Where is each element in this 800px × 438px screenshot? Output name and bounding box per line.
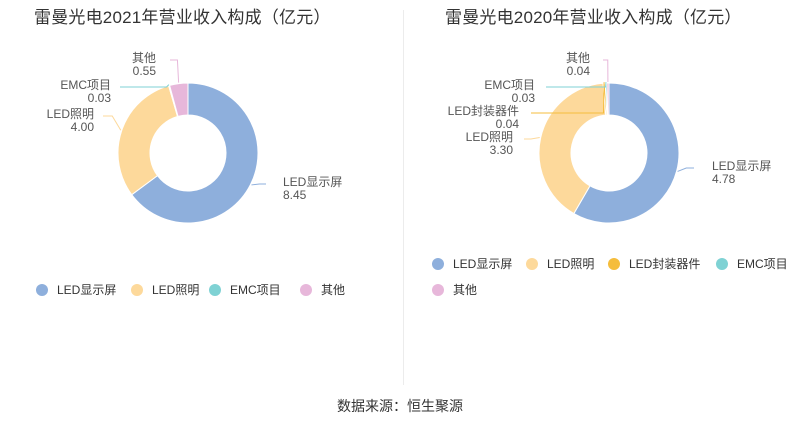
slice-label-1-0: LED显示屏 (712, 159, 771, 173)
legend-marker-1-4 (432, 284, 444, 296)
slice-label-1-1: LED照明 (466, 130, 513, 144)
slice-label-0-0: LED显示屏 (283, 175, 342, 189)
legend-marker-0-3 (300, 284, 312, 296)
slice-label-0-3: 其他 (132, 51, 156, 65)
leader-line-1-1 (524, 136, 540, 140)
slice-value-1-4: 0.04 (567, 64, 591, 78)
legend-marker-1-1 (526, 258, 538, 270)
legend-item-0-3[interactable]: 其他 (300, 283, 345, 297)
leader-line-0-2 (120, 84, 170, 88)
legend-label-1-3: EMC项目 (737, 257, 788, 271)
legend-item-1-4[interactable]: 其他 (432, 283, 477, 297)
legend-label-0-3: 其他 (321, 283, 345, 297)
legend-label-0-2: EMC项目 (230, 283, 281, 297)
slice-label-1-3: EMC项目 (484, 78, 535, 92)
slice-label-0-1: LED照明 (47, 107, 94, 121)
pie-slice-1-1[interactable] (538, 82, 607, 215)
slice-value-0-2: 0.03 (88, 91, 112, 105)
panel-divider (403, 10, 404, 385)
slice-label-1-4: 其他 (566, 51, 590, 65)
legend-marker-0-2 (209, 284, 221, 296)
slice-value-1-3: 0.03 (512, 91, 536, 105)
legend-marker-1-0 (432, 258, 444, 270)
legend-label-1-2: LED封装器件 (629, 257, 700, 271)
pie-slice-1-0[interactable] (573, 82, 680, 224)
pie-slice-0-1[interactable] (117, 85, 179, 196)
legend-item-1-3[interactable]: EMC项目 (716, 257, 788, 271)
legend-item-1-1[interactable]: LED照明 (526, 257, 594, 271)
slice-label-0-2: EMC项目 (60, 78, 111, 92)
slice-value-1-1: 3.30 (490, 143, 514, 157)
legend-item-0-1[interactable]: LED照明 (131, 283, 199, 297)
chart-title-2020: 雷曼光电2020年营业收入构成（亿元） (445, 8, 742, 27)
slice-label-1-2: LED封装器件 (448, 104, 519, 118)
leader-line-0-1 (103, 115, 122, 131)
pie-slice-0-3[interactable] (169, 82, 189, 117)
leader-line-0-0 (251, 183, 266, 186)
slice-value-0-3: 0.55 (133, 64, 157, 78)
legend-label-1-4: 其他 (453, 283, 477, 297)
slice-value-0-0: 8.45 (283, 188, 307, 202)
pie-slice-0-0[interactable] (131, 82, 259, 224)
legend-label-0-0: LED显示屏 (57, 283, 116, 297)
leader-line-1-3 (546, 82, 607, 88)
leader-line-1-2 (531, 82, 605, 114)
legend-label-0-1: LED照明 (152, 283, 199, 297)
leader-line-0-3 (170, 59, 180, 83)
legend-item-0-0[interactable]: LED显示屏 (36, 283, 116, 297)
slice-value-1-2: 0.04 (496, 117, 520, 131)
data-source: 数据来源：恒生聚源 (337, 398, 463, 414)
chart-title-2021: 雷曼光电2021年营业收入构成（亿元） (34, 8, 331, 27)
slice-value-1-0: 4.78 (712, 172, 736, 186)
legend-item-1-0[interactable]: LED显示屏 (432, 257, 512, 271)
legend-marker-1-3 (716, 258, 728, 270)
leader-line-1-4 (603, 59, 609, 83)
legend-marker-0-1 (131, 284, 143, 296)
legend-item-0-2[interactable]: EMC项目 (209, 283, 281, 297)
legend-label-1-0: LED显示屏 (453, 257, 512, 271)
legend-marker-0-0 (36, 284, 48, 296)
leader-line-1-0 (677, 167, 694, 172)
legend-marker-1-2 (608, 258, 620, 270)
pie-slice-1-4[interactable] (606, 82, 610, 116)
slice-value-0-1: 4.00 (71, 120, 95, 134)
legend-label-1-1: LED照明 (547, 257, 594, 271)
legend-item-1-2[interactable]: LED封装器件 (608, 257, 700, 271)
